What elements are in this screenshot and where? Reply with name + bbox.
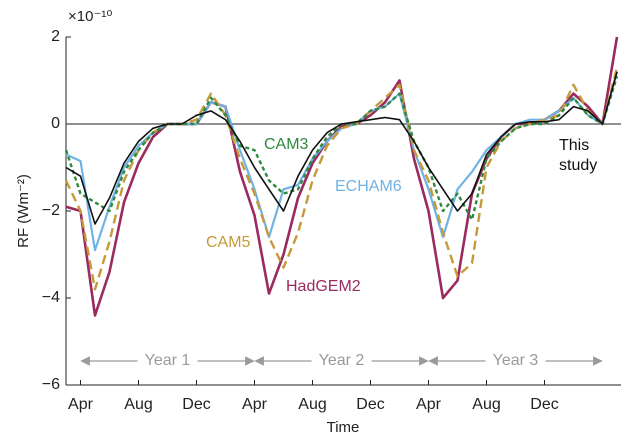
x-tick-label: Aug [124,396,152,413]
y-tick-label: 0 [51,115,60,132]
x-tick-label: Aug [472,396,500,413]
x-tick-label: Dec [530,396,558,413]
series-label: ECHAM6 [335,178,402,195]
x-tick-label: Apr [416,396,442,413]
year-label: Year 1 [145,352,191,369]
y-tick-label: 2 [51,28,60,45]
x-axis-label: Time [327,419,360,436]
x-tick-label: Apr [242,396,268,413]
y-tick-label: −4 [42,289,60,306]
series-label: CAM5 [206,234,251,251]
x-tick-label: Aug [298,396,326,413]
x-tick-label: Apr [68,396,94,413]
series-label: HadGEM2 [286,278,361,295]
y-axis-label: RF (Wm⁻²) [15,174,32,248]
x-tick-label: Dec [182,396,210,413]
y-tick-label: −2 [42,202,60,219]
series-label: CAM3 [264,136,309,153]
year-label: Year 3 [493,352,539,369]
line-series [65,36,619,317]
year-label: Year 2 [319,352,365,369]
series-label: This study [559,137,597,174]
line-series [65,71,618,225]
line-series [64,75,619,221]
line-series [65,71,619,252]
y-tick-label: −6 [42,376,60,393]
y-scale-label: ×10⁻¹⁰ [68,8,112,25]
x-tick-label: Dec [356,396,384,413]
